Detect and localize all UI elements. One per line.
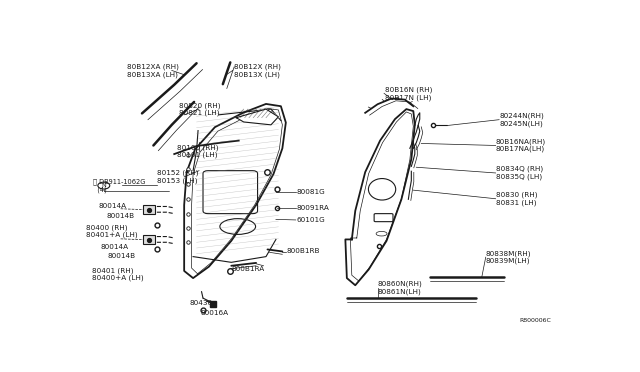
Text: 80014B: 80014B [108, 253, 136, 259]
Text: 80B16NA(RH)
80B17NA(LH): 80B16NA(RH) 80B17NA(LH) [495, 138, 546, 153]
Text: 80838M(RH)
80839M(LH): 80838M(RH) 80839M(LH) [486, 250, 531, 264]
Text: 80B12X (RH)
80B13X (LH): 80B12X (RH) 80B13X (LH) [234, 64, 280, 78]
Text: 80014B: 80014B [107, 213, 135, 219]
Text: 800B1RA: 800B1RA [231, 266, 264, 272]
Text: R800006C: R800006C [519, 318, 551, 323]
Text: 80014A: 80014A [101, 244, 129, 250]
Text: 80081G: 80081G [297, 189, 326, 195]
Bar [143, 205, 156, 214]
Text: 800B1RB: 800B1RB [287, 248, 321, 254]
Text: 80400 (RH)
80401+A (LH): 80400 (RH) 80401+A (LH) [86, 224, 138, 238]
Text: N: N [101, 183, 106, 188]
Text: 80100 (RH)
80101 (LH): 80100 (RH) 80101 (LH) [177, 144, 218, 158]
Text: 80091RA: 80091RA [297, 205, 330, 211]
Polygon shape [236, 109, 278, 125]
Text: 80014A: 80014A [99, 203, 127, 209]
Text: 80834Q (RH)
80835Q (LH): 80834Q (RH) 80835Q (LH) [495, 166, 543, 180]
Text: 80B16N (RH)
80B17N (LH): 80B16N (RH) 80B17N (LH) [385, 87, 432, 101]
Text: 80830 (RH)
80831 (LH): 80830 (RH) 80831 (LH) [495, 192, 537, 206]
Text: 80430: 80430 [189, 300, 212, 306]
Text: 80820 (RH)
80821 (LH): 80820 (RH) 80821 (LH) [179, 102, 221, 116]
Text: 80016A: 80016A [200, 310, 228, 316]
Text: 80B12XA (RH)
80B13XA (LH): 80B12XA (RH) 80B13XA (LH) [127, 64, 179, 78]
Text: 80860N(RH)
80861N(LH): 80860N(RH) 80861N(LH) [378, 280, 422, 295]
Text: 60101G: 60101G [297, 217, 326, 223]
Text: 80244N(RH)
80245N(LH): 80244N(RH) 80245N(LH) [499, 113, 544, 127]
Text: 80401 (RH)
80400+A (LH): 80401 (RH) 80400+A (LH) [92, 267, 144, 281]
Bar [143, 235, 156, 244]
Text: Ⓝ DB911-1062G
  (4): Ⓝ DB911-1062G (4) [93, 179, 145, 193]
Text: 80152 (RH)
80153 (LH): 80152 (RH) 80153 (LH) [157, 170, 198, 184]
